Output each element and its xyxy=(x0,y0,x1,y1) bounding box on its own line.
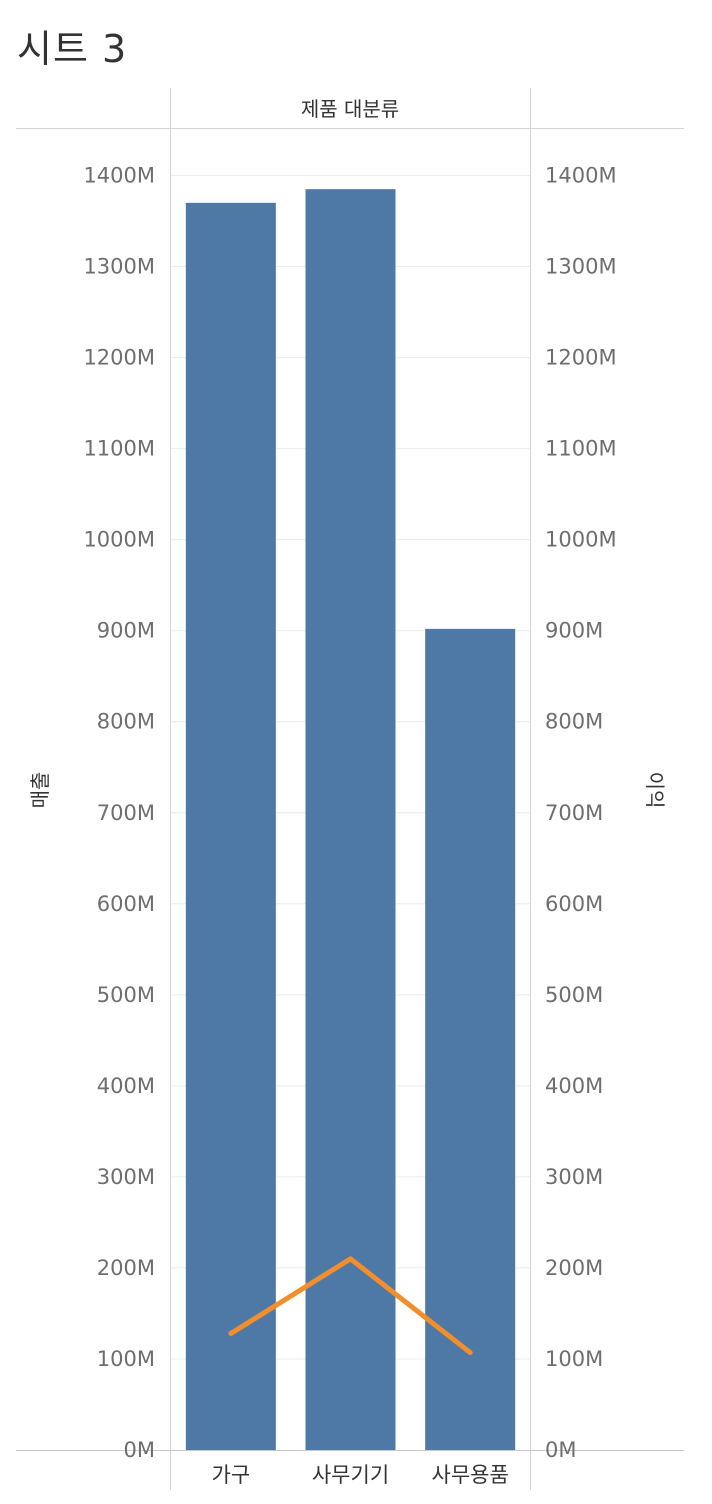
left-tick-label: 800M xyxy=(97,710,155,734)
right-tick-label: 1200M xyxy=(545,346,617,370)
right-tick-label: 0M xyxy=(545,1438,576,1462)
chart-frame xyxy=(16,88,684,1490)
left-tick-label: 1400M xyxy=(83,164,155,188)
left-tick-label: 200M xyxy=(97,1256,155,1280)
left-tick-label: 300M xyxy=(97,1165,155,1189)
right-tick-label: 800M xyxy=(545,710,603,734)
left-tick-label: 900M xyxy=(97,619,155,643)
category-label: 가구 xyxy=(212,1463,251,1487)
left-tick-label: 1300M xyxy=(83,255,155,279)
bar-series xyxy=(185,189,516,1451)
right-axis-ticks: 0M 100M 200M 300M 400M 500M 600M 700M 800M 900M 10… xyxy=(545,164,617,1462)
profit-line[interactable] xyxy=(228,1256,473,1356)
left-tick-label: 500M xyxy=(97,983,155,1007)
right-tick-label: 1000M xyxy=(545,528,617,552)
right-tick-label: 1400M xyxy=(545,164,617,188)
right-tick-label: 600M xyxy=(545,892,603,916)
left-tick-label: 1000M xyxy=(83,528,155,552)
right-tick-label: 700M xyxy=(545,801,603,825)
right-tick-label: 500M xyxy=(545,983,603,1007)
left-tick-label: 0M xyxy=(124,1438,155,1462)
sheet-title: 시트 3 xyxy=(17,27,128,71)
category-label: 사무기기 xyxy=(312,1463,389,1487)
right-tick-label: 300M xyxy=(545,1165,603,1189)
bar-사무용품[interactable] xyxy=(425,628,516,1450)
left-tick-label: 1100M xyxy=(83,437,155,461)
right-tick-label: 200M xyxy=(545,1256,603,1280)
right-axis-title: 이익 xyxy=(643,772,667,809)
left-tick-label: 1200M xyxy=(83,346,155,370)
left-axis-title: 매출 xyxy=(28,772,52,809)
bar-사무기기[interactable] xyxy=(305,189,396,1451)
left-axis-ticks: 0M 100M 200M 300M 400M 500M 600M 700M 800M 900M 10… xyxy=(83,164,155,1462)
category-labels: 가구 사무기기 사무용품 xyxy=(212,1463,509,1487)
left-tick-label: 100M xyxy=(97,1347,155,1371)
bar-가구[interactable] xyxy=(185,202,276,1450)
line-series xyxy=(228,1256,473,1356)
left-tick-label: 600M xyxy=(97,892,155,916)
left-tick-label: 400M xyxy=(97,1074,155,1098)
left-tick-label: 700M xyxy=(97,801,155,825)
right-tick-label: 100M xyxy=(545,1347,603,1371)
right-tick-label: 1100M xyxy=(545,437,617,461)
right-tick-label: 400M xyxy=(545,1074,603,1098)
right-tick-label: 1300M xyxy=(545,255,617,279)
right-tick-label: 900M xyxy=(545,619,603,643)
category-label: 사무용품 xyxy=(432,1463,509,1487)
column-header: 제품 대분류 xyxy=(301,97,399,121)
